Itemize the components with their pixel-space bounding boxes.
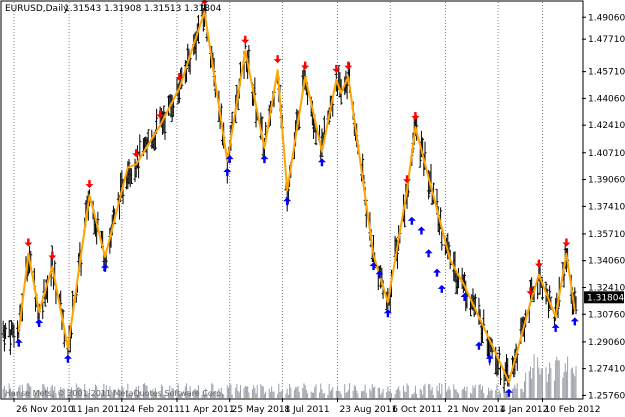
plot-frame [0,0,584,400]
up-arrow-icon [223,168,232,177]
up-arrow-icon [485,354,494,363]
up-arrow-icon [383,309,392,318]
price-axis: 1.49060 1.47710 1.45710 1.44060 1.42410 1.407… [582,13,625,401]
grid [13,2,543,398]
y-tick-label: 1.27410 [588,365,625,375]
y-tick-label: 1.35710 [588,230,625,240]
down-arrow-icon [175,73,184,82]
up-arrow-icon [63,354,72,363]
down-arrow-icon [534,259,543,268]
x-tick-label: 10 Feb 2012 [544,405,600,415]
zigzag-line [17,10,576,383]
y-tick-label: 1.42410 [588,121,625,131]
up-arrow-icon [570,317,579,326]
down-arrow-icon [85,180,94,189]
up-arrow-icon [101,263,110,272]
y-tick-label: 1.32410 [588,283,625,293]
down-arrow-icon [273,55,282,64]
x-tick-label: 25 May 2011 [232,405,291,415]
down-arrow-icon [241,35,250,44]
down-arrow-icon [526,287,535,296]
down-arrow-icon [24,238,33,247]
y-tick-label: 1.39060 [588,176,625,186]
up-arrow-icon [474,341,483,350]
y-tick-label: 1.44060 [588,94,625,104]
up-arrow-icon [317,158,326,167]
up-arrow-icon [225,155,234,164]
up-arrow-icon [551,323,560,332]
x-tick-label: 24 Feb 2011 [124,405,180,415]
up-arrow-icon [433,268,441,277]
x-tick-label: 26 Nov 2010 [16,405,74,415]
y-tick-label: 1.45710 [588,68,625,78]
x-tick-label: 11 Jan 2011 [71,405,125,415]
y-tick-label: 1.30760 [588,310,625,320]
down-arrow-icon [132,149,141,158]
up-arrow-icon [417,226,426,235]
x-tick-label: 8 Jul 2011 [284,405,329,415]
y-tick-label: 1.25760 [588,391,625,401]
up-arrow-icon [424,249,433,258]
x-tick-label: 6 Oct 2011 [392,405,442,415]
zigzag-polyline [17,10,576,383]
up-arrow-icon [504,388,513,397]
x-tick-label: 23 Aug 2011 [340,405,398,415]
down-arrow-icon [301,61,310,70]
y-tick-label: 1.37410 [588,202,625,212]
current-price-badge: 1.31804 [584,291,624,304]
symbol-timeframe-label: EURUSD,Daily [5,4,69,14]
copyright-label: Hanse Mets, © 2001-2011 MetaQuotes Softw… [5,389,224,398]
up-arrow-icon [14,338,23,347]
up-arrow-icon [283,197,292,206]
down-arrow-icon [562,238,571,247]
y-tick-label: 1.34060 [588,257,625,267]
current-price-value: 1.31804 [587,293,624,303]
up-arrow-icon [437,284,446,293]
y-tick-label: 1.49060 [588,13,625,23]
down-arrow-icon [332,64,341,73]
x-tick-label: 21 Nov 2011 [447,405,505,415]
x-tick-label: 11 Apr 2011 [179,405,235,415]
y-tick-label: 1.40710 [588,149,625,159]
down-arrow-icon [48,251,57,260]
x-tick-label: 4 Jan 2012 [500,405,548,415]
fractal-arrows [14,0,579,397]
down-arrow-icon [344,61,353,70]
up-arrow-icon [35,318,44,327]
y-tick-label: 1.47710 [588,35,625,45]
volume-histogram [2,354,577,398]
up-arrow-icon [407,216,416,225]
down-arrow-icon [411,111,420,120]
ohlc-readout: 1.31543 1.31908 1.31513 1.31804 [64,4,222,14]
up-arrow-icon [375,270,384,279]
down-arrow-icon [403,175,412,184]
down-arrow-icon [156,110,165,119]
up-arrow-icon [260,155,269,164]
up-arrow-icon [460,293,469,302]
y-tick-label: 1.29060 [588,338,625,348]
up-arrow-icon [369,262,378,271]
